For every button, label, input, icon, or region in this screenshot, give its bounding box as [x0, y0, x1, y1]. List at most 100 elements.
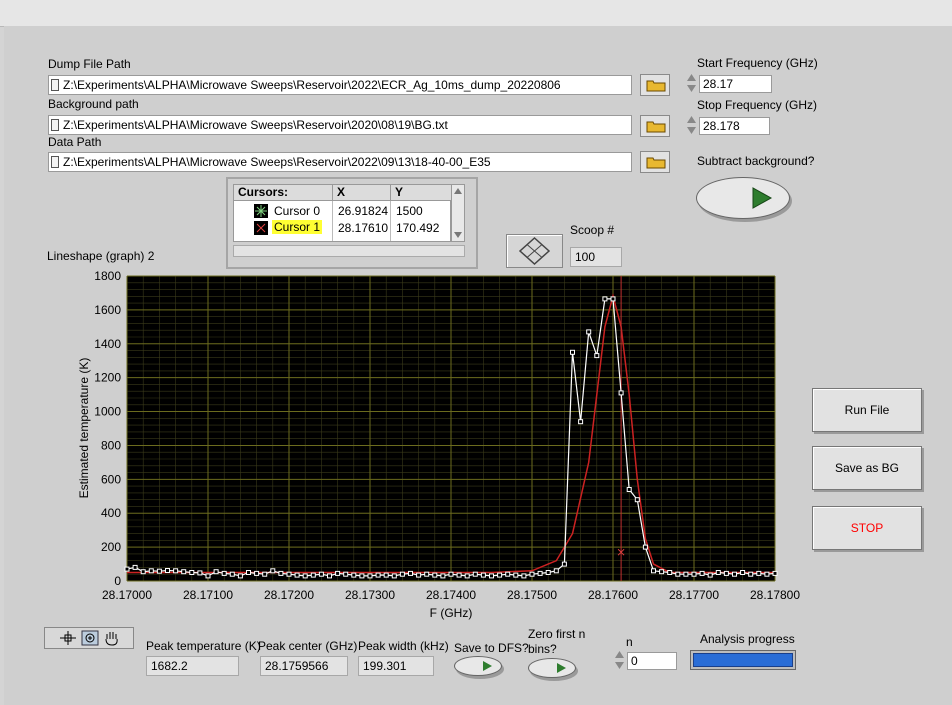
data-point	[513, 572, 519, 578]
y-tick-label: 1000	[94, 405, 121, 419]
cursor-0-crosshair-icon[interactable]	[254, 204, 268, 218]
cursor-1-marker	[617, 548, 625, 556]
background-path-value: Z:\Experiments\ALPHA\Microwave Sweeps\Re…	[63, 118, 448, 132]
data-path-input[interactable]: Z:\Experiments\ALPHA\Microwave Sweeps\Re…	[48, 152, 632, 172]
y-tick-label: 1600	[94, 303, 121, 317]
data-path-value: Z:\Experiments\ALPHA\Microwave Sweeps\Re…	[63, 155, 491, 169]
play-led-icon	[483, 661, 492, 671]
data-point	[391, 573, 397, 579]
data-point	[424, 571, 430, 577]
n-spinner[interactable]	[614, 649, 625, 671]
cursor-movement-button[interactable]	[506, 234, 563, 268]
background-path-label: Background path	[48, 97, 139, 111]
analysis-progress-label: Analysis progress	[700, 632, 795, 646]
graph-tools-palette	[44, 627, 134, 649]
n-input[interactable]: 0	[627, 652, 677, 670]
analysis-progress-bar	[690, 650, 796, 670]
peak-center-label: Peak center (GHz)	[258, 639, 358, 653]
data-point	[359, 573, 365, 579]
data-point	[148, 568, 154, 574]
stop-button[interactable]: STOP	[812, 506, 922, 550]
data-point	[553, 568, 559, 574]
x-tick-label: 28.17000	[102, 588, 152, 602]
subtract-background-toggle[interactable]	[696, 177, 790, 219]
data-point	[165, 568, 170, 573]
data-point	[578, 419, 584, 425]
lineshape-graph[interactable]: 28.17000 28.17100 28.17200 28.17300 28.17400…	[0, 262, 800, 622]
dump-file-path-input[interactable]: Z:\Experiments\ALPHA\Microwave Sweeps\Re…	[48, 75, 632, 95]
crosshair-tool-icon[interactable]	[59, 630, 77, 646]
run-file-button[interactable]: Run File	[812, 388, 922, 432]
data-point	[448, 571, 454, 577]
data-point	[659, 569, 665, 575]
cursor-0-y: 1500	[396, 204, 423, 218]
zero-first-bins-toggle[interactable]	[528, 658, 576, 678]
data-point	[740, 570, 746, 575]
data-path-browse-button[interactable]	[640, 151, 670, 173]
data-point	[383, 572, 389, 578]
data-point	[723, 570, 729, 576]
background-path-input[interactable]: Z:\Experiments\ALPHA\Microwave Sweeps\Re…	[48, 115, 632, 135]
zoom-tool-icon[interactable]	[81, 630, 99, 646]
peak-width-indicator: 199.301	[358, 656, 434, 676]
data-point	[318, 571, 324, 577]
cursor-table-hscroll[interactable]	[233, 245, 465, 257]
data-point	[375, 572, 381, 578]
background-browse-button[interactable]	[640, 115, 670, 137]
data-point	[302, 573, 308, 579]
data-point	[262, 571, 268, 577]
data-point	[205, 573, 211, 579]
data-point	[367, 573, 373, 579]
data-point	[651, 568, 656, 574]
data-point	[756, 570, 762, 576]
folder-icon	[646, 157, 666, 169]
x-tick-label: 28.17100	[183, 588, 233, 602]
y-tick-label: 200	[101, 540, 121, 554]
pan-hand-icon[interactable]	[103, 630, 121, 646]
zero-first-label-line1: Zero first n	[528, 627, 586, 641]
data-point	[432, 572, 438, 578]
peak-center-indicator: 28.1759566	[260, 656, 348, 676]
data-point	[335, 570, 341, 576]
data-point	[642, 544, 648, 550]
dump-file-path-value: Z:\Experiments\ALPHA\Microwave Sweeps\Re…	[63, 78, 561, 92]
y-tick-label: 600	[101, 472, 121, 486]
stop-frequency-input[interactable]: 28.178	[699, 117, 770, 135]
dump-file-browse-button[interactable]	[640, 74, 670, 96]
cursor-0-name: Cursor 0	[274, 204, 321, 218]
play-led-icon	[752, 187, 773, 209]
data-point	[472, 571, 478, 577]
data-point	[529, 571, 535, 577]
data-point	[197, 570, 203, 576]
save-as-bg-button[interactable]: Save as BG	[812, 446, 922, 490]
y-tick-label: 800	[101, 438, 121, 452]
data-point	[124, 566, 130, 572]
data-point	[254, 570, 260, 576]
data-point	[707, 572, 713, 578]
data-point	[399, 571, 405, 577]
cursor-table-vscroll[interactable]	[451, 184, 465, 242]
data-point	[416, 572, 422, 578]
start-frequency-input[interactable]: 28.17	[699, 75, 772, 93]
cursor-legend[interactable]: Cursors: X Y Cursor 0 26.91824 1500 Curs…	[226, 177, 478, 269]
cursor-1-crosshair-icon[interactable]	[254, 221, 268, 235]
data-point	[286, 571, 292, 577]
stop-frequency-spinner[interactable]	[686, 114, 697, 136]
data-series	[124, 276, 778, 581]
save-to-dfs-toggle[interactable]	[454, 656, 502, 676]
graph-title: Lineshape (graph) 2	[47, 249, 155, 263]
data-point	[732, 571, 737, 577]
data-point	[521, 573, 527, 579]
folder-icon	[646, 121, 666, 133]
cursor-1-y: 170.492	[396, 221, 440, 235]
data-point	[140, 569, 146, 575]
play-led-icon	[557, 663, 566, 673]
path-icon	[51, 156, 59, 168]
data-point	[173, 568, 179, 574]
data-point	[246, 570, 251, 575]
x-tick-label: 28.17600	[588, 588, 638, 602]
start-frequency-spinner[interactable]	[686, 72, 697, 94]
x-tick-label: 28.17300	[345, 588, 395, 602]
x-tick-label: 28.17200	[264, 588, 314, 602]
data-point	[497, 572, 503, 578]
